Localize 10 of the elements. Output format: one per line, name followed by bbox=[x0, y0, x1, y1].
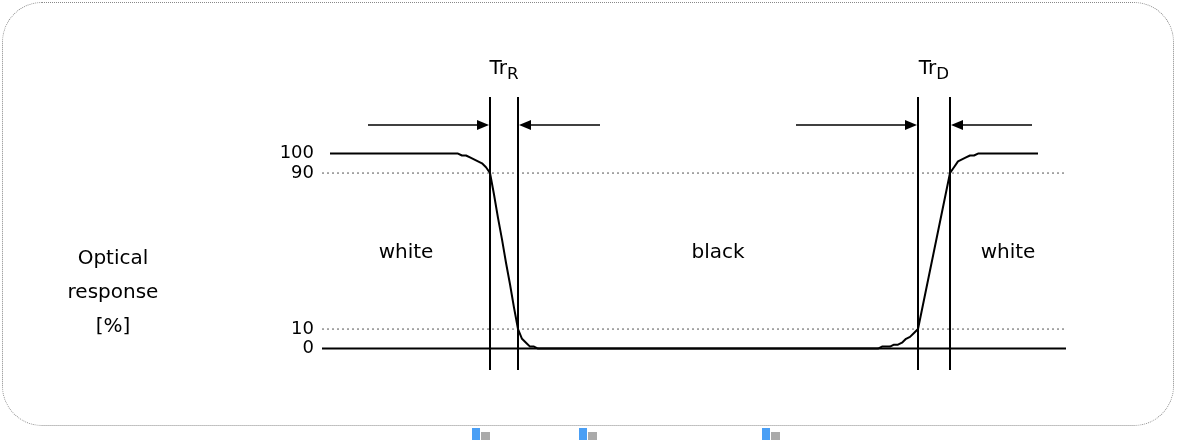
text: Tr$_{R}$ bbox=[489, 55, 519, 83]
y-tick-label: 100 bbox=[279, 141, 314, 163]
y-tick-label: 0 bbox=[302, 336, 314, 358]
y-tick-label: 10 bbox=[291, 316, 314, 338]
text: Optical response [%] bbox=[66, 244, 160, 340]
text: Tr$_{D}$ bbox=[918, 55, 950, 83]
y-tick-label: 90 bbox=[291, 160, 314, 182]
annotation: black bbox=[691, 239, 745, 264]
annotation: white bbox=[378, 239, 434, 264]
annotation: white bbox=[980, 239, 1036, 264]
